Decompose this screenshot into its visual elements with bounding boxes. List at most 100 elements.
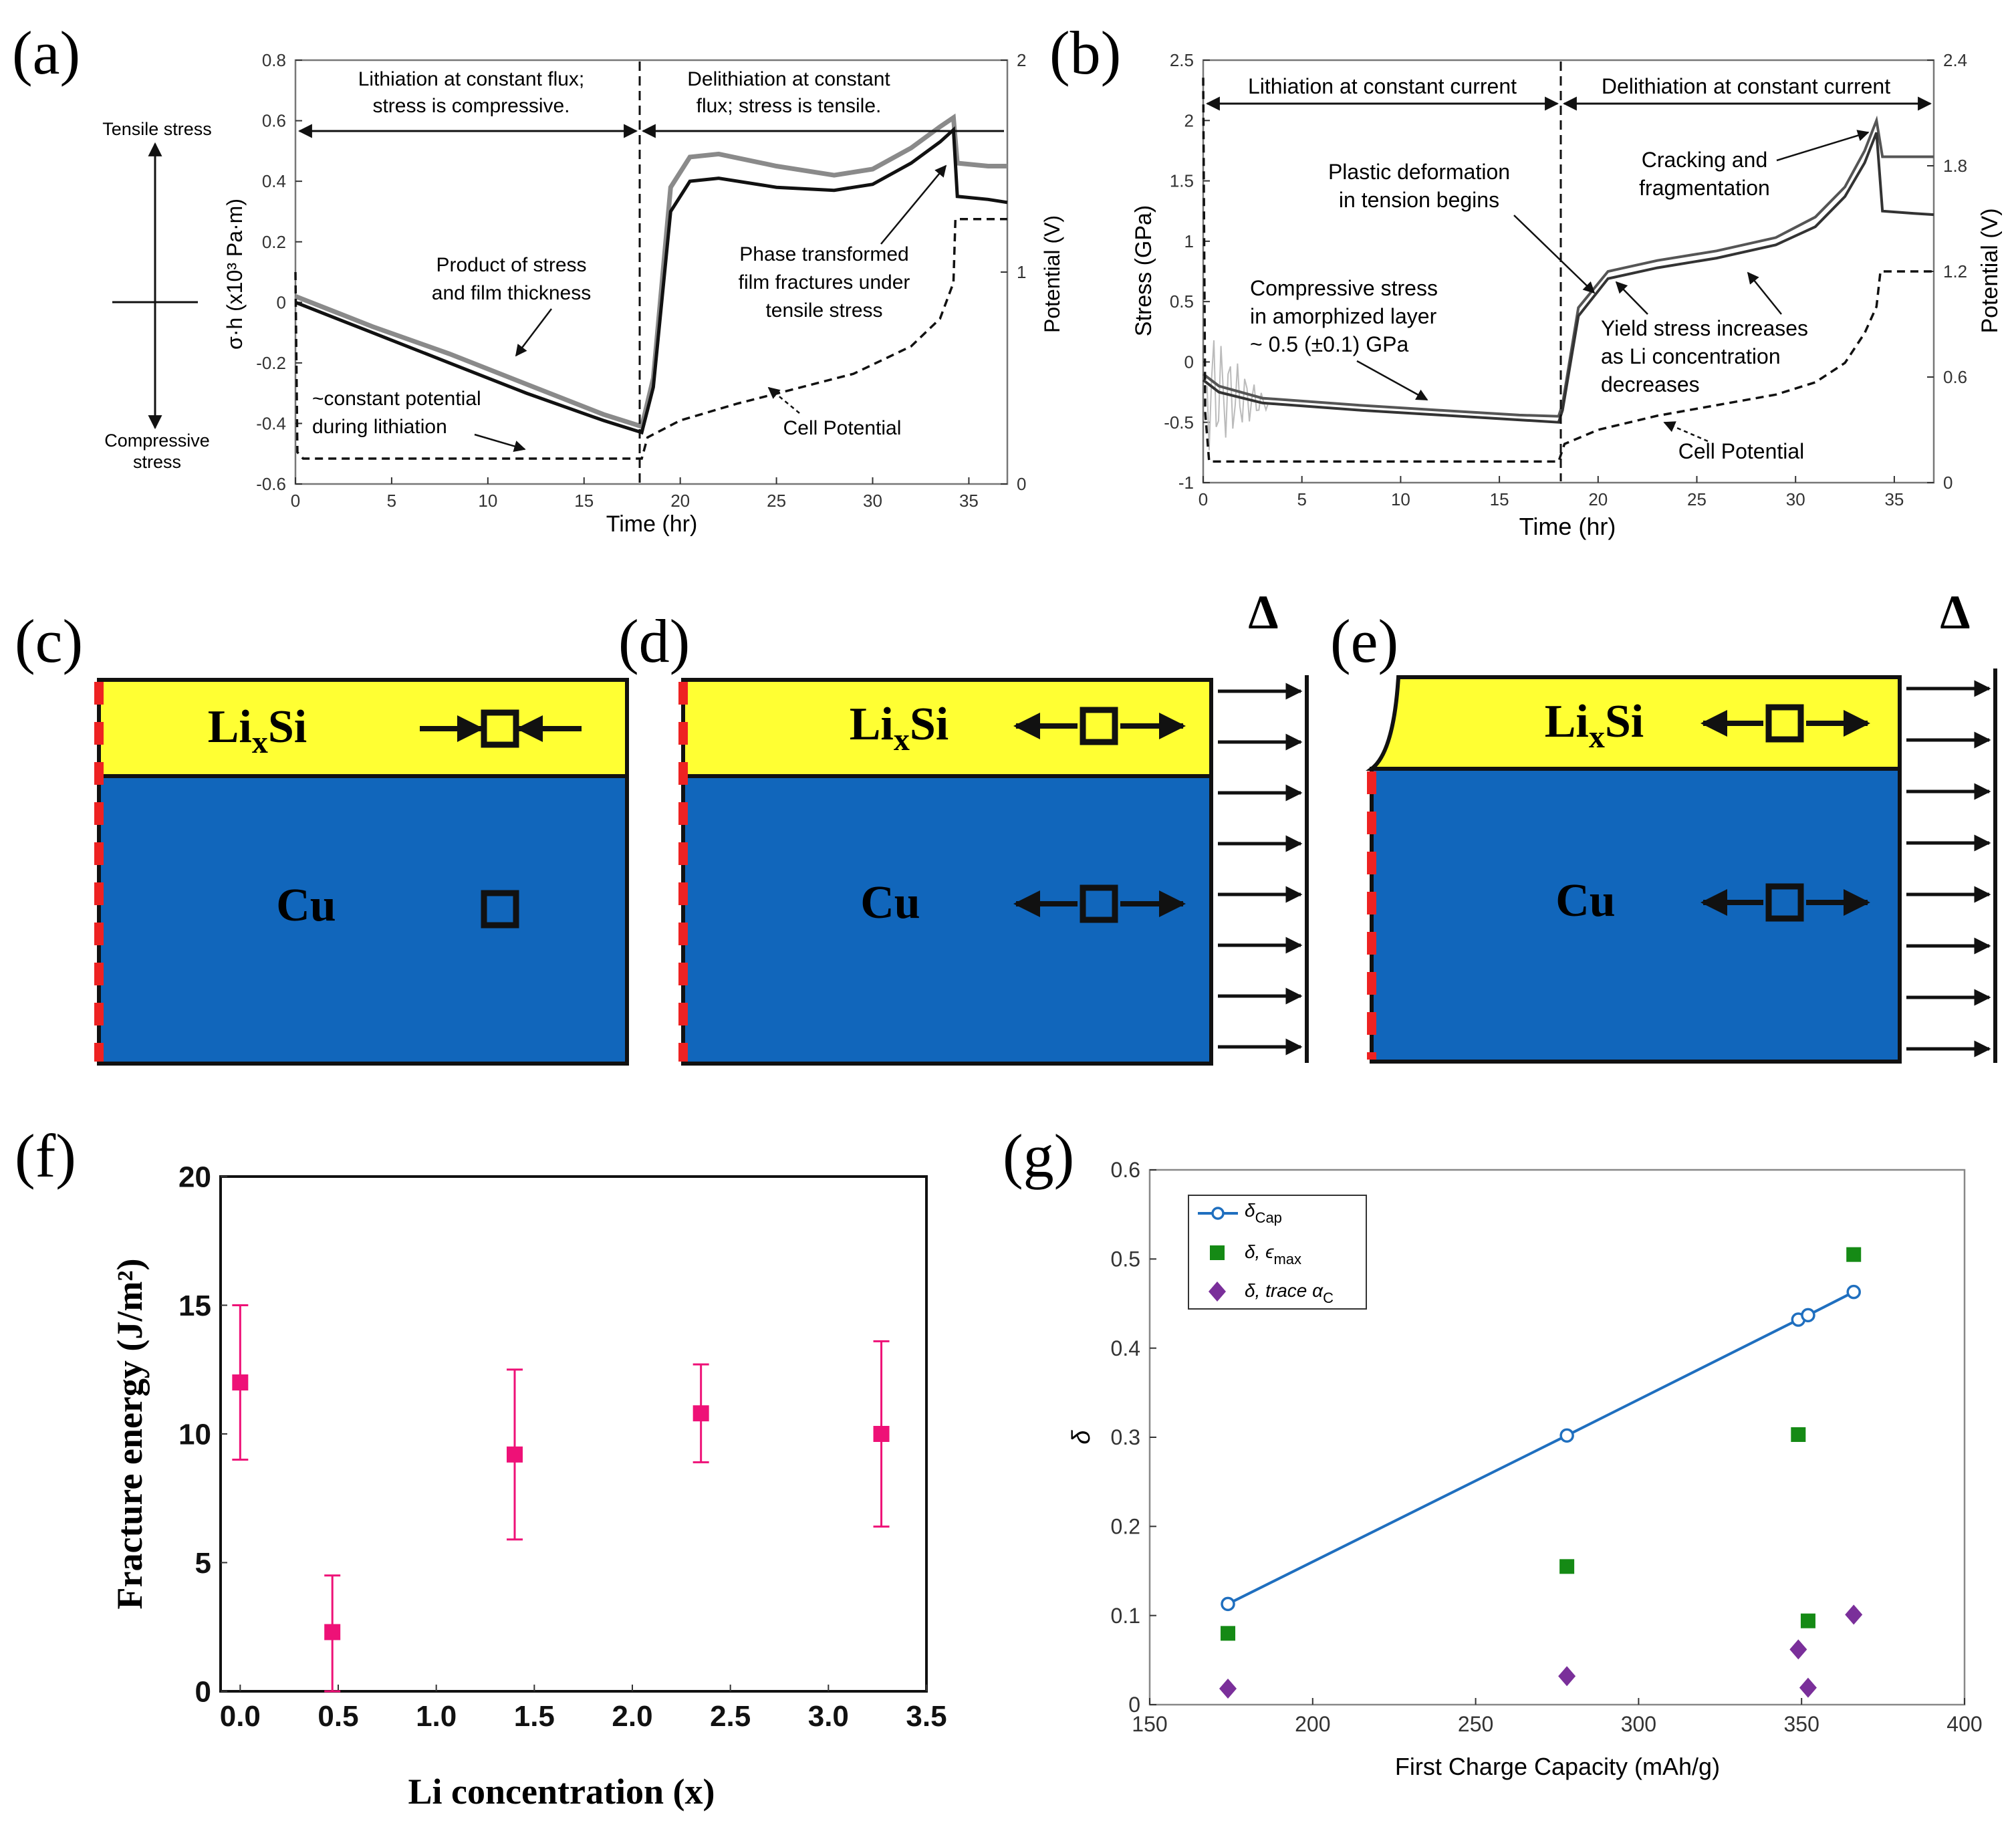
x-tick-label: 150 bbox=[1132, 1712, 1167, 1736]
substrate-e bbox=[1370, 767, 1902, 1064]
panel-label-g: (g) bbox=[1003, 1122, 1074, 1190]
x-tick-label: 1.0 bbox=[416, 1700, 457, 1733]
y-tick-label: 0.5 bbox=[1111, 1247, 1140, 1271]
y2-tick-label: 0.6 bbox=[1943, 367, 1967, 387]
y-axis-label-a: σ·h (x10³ Pa·m) bbox=[223, 199, 247, 350]
stress-line-black bbox=[295, 126, 1008, 435]
legend-label-trace: δ, trace αC bbox=[1245, 1280, 1334, 1306]
trace-point bbox=[1799, 1677, 1817, 1698]
y-tick-label: 1.5 bbox=[1170, 171, 1194, 191]
stress-line-lower bbox=[1202, 132, 1934, 424]
y-tick-label: 2.5 bbox=[1170, 50, 1194, 70]
y-tick-label: 0.1 bbox=[1111, 1604, 1140, 1628]
legend-swatch-square bbox=[1210, 1245, 1225, 1260]
panel-label-f: (f) bbox=[15, 1122, 76, 1190]
emax-point bbox=[1791, 1427, 1806, 1442]
delta-cap-line bbox=[1227, 1290, 1855, 1606]
y-tick-label: 0 bbox=[1128, 1693, 1140, 1717]
annotation-cell-potential: Cell Potential bbox=[783, 417, 902, 439]
x-tick-label: 0.5 bbox=[318, 1700, 358, 1733]
legend-swatch-diamond bbox=[1209, 1282, 1226, 1302]
panel-label-e: (e) bbox=[1330, 607, 1398, 675]
y-tick-label: -0.2 bbox=[256, 353, 286, 373]
annotation-yield-2: as Li concentration bbox=[1601, 344, 1781, 368]
annotation-const-potential-2: during lithiation bbox=[312, 416, 447, 438]
y2-tick-label: 2.4 bbox=[1943, 50, 1967, 70]
substrate-label-d: Cu bbox=[860, 877, 920, 929]
stress-line-upper bbox=[1202, 115, 1934, 418]
x-tick-label: 25 bbox=[767, 491, 786, 511]
y-tick-label: 0.3 bbox=[1111, 1425, 1140, 1449]
x-tick-label: 2.0 bbox=[612, 1700, 652, 1733]
data-point bbox=[324, 1624, 341, 1640]
x-tick-label: 3.5 bbox=[906, 1700, 947, 1733]
substrate-label-e: Cu bbox=[1555, 875, 1615, 927]
x-tick-label: 15 bbox=[1490, 489, 1509, 509]
annotation-yield: Yield stress increases bbox=[1601, 316, 1808, 340]
panel-label-c: (c) bbox=[15, 607, 83, 675]
y-axis-label-f: Fracture energy (J/m²) bbox=[110, 1259, 150, 1610]
y-tick-label: 0 bbox=[195, 1675, 211, 1708]
substrate-label-c: Cu bbox=[276, 880, 336, 931]
x-tick-label: 10 bbox=[478, 491, 497, 511]
annotation-plastic-2: in tension begins bbox=[1339, 188, 1499, 212]
film-label-c: LixSi bbox=[208, 701, 307, 760]
x-tick-label: 0 bbox=[291, 491, 300, 511]
annotation-cell-potential-b: Cell Potential bbox=[1678, 439, 1805, 463]
data-point bbox=[232, 1374, 249, 1390]
emax-point bbox=[1800, 1613, 1815, 1628]
x-tick-label: 5 bbox=[387, 491, 396, 511]
y-tick-label: 0.4 bbox=[1111, 1336, 1140, 1360]
y-tick-label: 10 bbox=[178, 1418, 211, 1451]
x-tick-label: 400 bbox=[1946, 1712, 1982, 1736]
annotation-yield-3: decreases bbox=[1601, 372, 1700, 396]
annotation-product: Product of stress bbox=[436, 254, 586, 276]
plot-frame-f bbox=[219, 1175, 928, 1693]
x-tick-label: 15 bbox=[574, 491, 594, 511]
x-tick-label: 20 bbox=[1588, 489, 1608, 509]
compressive-stress-label: Compressive bbox=[104, 431, 210, 451]
panel-label-b: (b) bbox=[1049, 19, 1121, 87]
film-label-e: LixSi bbox=[1545, 696, 1644, 755]
x-tick-label: 3.0 bbox=[808, 1700, 849, 1733]
schematic-c: LixSi Cu bbox=[94, 678, 629, 1066]
data-point bbox=[507, 1446, 523, 1463]
displacement-label-d: Δ bbox=[1248, 586, 1278, 639]
x-tick-label: 1.5 bbox=[514, 1700, 555, 1733]
legend-g: δCap δ, ϵmax δ, trace αC bbox=[1188, 1195, 1367, 1310]
y-tick-label: 5 bbox=[195, 1547, 211, 1580]
x-axis-label-a: Time (hr) bbox=[606, 511, 698, 537]
y-tick-label: 0.4 bbox=[262, 171, 286, 191]
chart-b: 0 5 10 15 20 25 30 35 -1 -0.5 0 0.5 1 1.5 2 2.5 0 0.6 1.2 1… bbox=[1131, 50, 2003, 540]
y2-tick-label: 0 bbox=[1943, 473, 1952, 493]
plot-frame-b bbox=[1202, 59, 1935, 484]
x-axis-label-f: Li concentration (x) bbox=[408, 1772, 715, 1812]
y2-tick-label: 0 bbox=[1017, 474, 1026, 494]
substrate-d bbox=[681, 774, 1213, 1066]
x-tick-label: 0.0 bbox=[220, 1700, 261, 1733]
y-tick-label: 2 bbox=[1184, 110, 1194, 130]
annotation-phase: Phase transformed bbox=[739, 243, 908, 265]
y2-tick-label: 1 bbox=[1017, 262, 1026, 282]
data-point bbox=[692, 1405, 709, 1422]
emax-point bbox=[1846, 1247, 1862, 1262]
y2-tick-label: 2 bbox=[1017, 50, 1026, 70]
x-tick-label: 20 bbox=[670, 491, 690, 511]
legend-label-emax: δ, ϵmax bbox=[1245, 1241, 1301, 1267]
film-label-d: LixSi bbox=[850, 699, 949, 757]
film-element-e bbox=[1765, 704, 1804, 743]
x-tick-label: 5 bbox=[1297, 489, 1306, 509]
y2-axis-label-a: Potential (V) bbox=[1040, 215, 1064, 333]
y-tick-label: 0.2 bbox=[262, 232, 286, 252]
panel-label-a: (a) bbox=[12, 19, 80, 87]
x-tick-label: 35 bbox=[1884, 489, 1904, 509]
delta-cap-point bbox=[1801, 1308, 1815, 1323]
region-text-lith-1: Lithiation at constant flux; bbox=[358, 68, 585, 90]
x-tick-label: 0 bbox=[1199, 489, 1208, 509]
y-tick-label: 20 bbox=[178, 1161, 211, 1193]
x-tick-label: 10 bbox=[1391, 489, 1410, 509]
legend-label-cap: δCap bbox=[1245, 1200, 1282, 1226]
y-tick-label: 0 bbox=[1184, 352, 1194, 372]
annotation-compressive-3: ~ 0.5 (±0.1) GPa bbox=[1250, 332, 1408, 356]
